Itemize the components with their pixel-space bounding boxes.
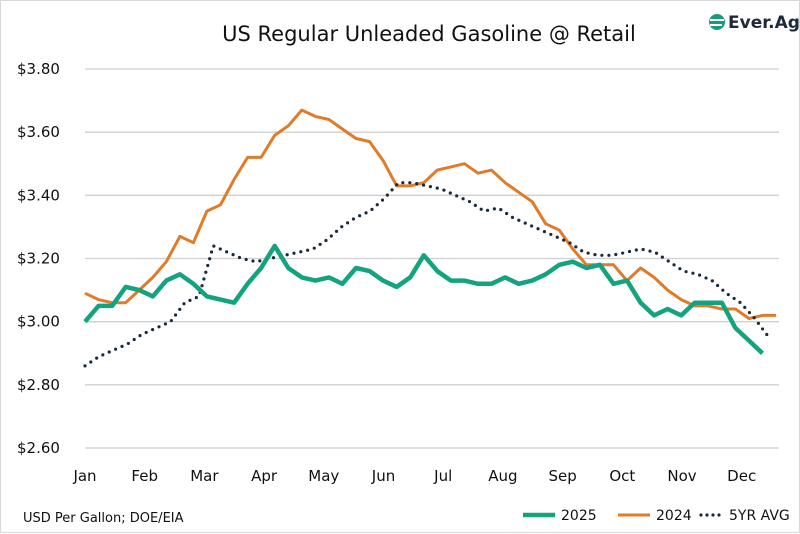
y-tick-label: $2.60 [17, 439, 60, 457]
x-tick-label: Apr [251, 467, 278, 485]
x-tick-label: Nov [667, 467, 696, 485]
y-tick-label: $3.00 [17, 313, 60, 331]
x-tick-label: Jun [371, 467, 395, 485]
ever-ag-logo: Ever.Ag [709, 13, 800, 33]
x-tick-label: Dec [727, 467, 756, 485]
legend-label: 2024 [656, 508, 692, 524]
y-tick-label: $3.80 [17, 60, 60, 78]
series-line-5yr-avg [83, 181, 771, 368]
x-tick-label: Jan [72, 467, 96, 485]
legend-item: 5YR AVG [699, 508, 790, 524]
x-tick-label: Oct [609, 467, 635, 485]
legend-item: 2025 [523, 508, 597, 524]
x-tick-label: Sep [548, 467, 576, 485]
legend-label: 2025 [561, 508, 597, 524]
x-tick-label: Aug [488, 467, 517, 485]
legend-item: 2024 [618, 508, 692, 524]
logo-text: Ever.Ag [728, 13, 800, 33]
series-line-2024 [84, 108, 777, 320]
y-tick-label: $3.40 [17, 186, 60, 204]
x-tick-label: Mar [190, 467, 219, 485]
x-tick-label: Feb [131, 467, 158, 485]
source-note: USD Per Gallon; DOE/EIA [23, 511, 184, 526]
y-tick-label: $2.80 [17, 376, 60, 394]
chart-title: US Regular Unleaded Gasoline @ Retail [222, 22, 636, 46]
x-tick-label: May [308, 467, 339, 485]
series-line-2025 [83, 243, 765, 355]
legend-label: 5YR AVG [729, 508, 790, 524]
x-tick-label: Jul [433, 467, 452, 485]
y-tick-label: $3.20 [17, 250, 60, 268]
y-tick-label: $3.60 [17, 123, 60, 141]
logo-stripes [710, 19, 724, 26]
logo-mark-icon [709, 14, 725, 30]
